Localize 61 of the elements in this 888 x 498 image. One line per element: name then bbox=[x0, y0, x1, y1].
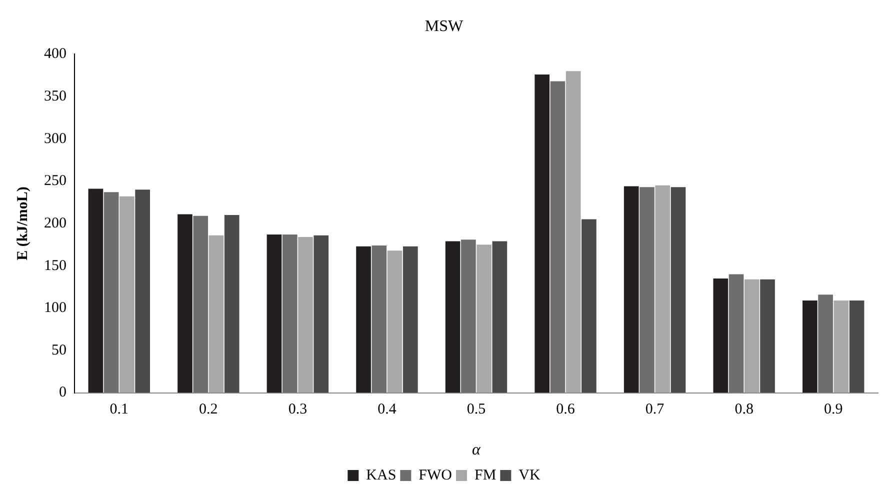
bar bbox=[818, 294, 833, 393]
x-tick-label: 0.9 bbox=[824, 402, 843, 418]
bar bbox=[492, 241, 508, 393]
bar bbox=[193, 216, 208, 393]
bar bbox=[387, 250, 402, 393]
y-tick-label: 100 bbox=[44, 300, 66, 316]
chart-title: MSW bbox=[424, 18, 464, 35]
bar bbox=[120, 196, 134, 393]
y-tick-label: 300 bbox=[44, 130, 66, 147]
bar bbox=[849, 300, 864, 393]
bar bbox=[104, 192, 119, 393]
bar bbox=[178, 214, 192, 393]
legend-label: KAS bbox=[366, 467, 396, 484]
bar bbox=[834, 300, 849, 393]
legend-label: FM bbox=[474, 467, 496, 484]
y-tick-label: 150 bbox=[44, 258, 66, 274]
bar bbox=[713, 278, 728, 393]
y-tick-label: 350 bbox=[44, 88, 66, 104]
bar bbox=[461, 240, 476, 393]
bar bbox=[208, 235, 224, 393]
x-tick-label: 0.4 bbox=[378, 402, 397, 418]
bar bbox=[88, 188, 104, 393]
x-tick-label: 0.5 bbox=[466, 402, 486, 418]
bar bbox=[476, 244, 492, 393]
bar bbox=[534, 74, 550, 393]
bar bbox=[655, 185, 670, 393]
y-tick-label: 250 bbox=[44, 173, 66, 190]
y-tick-label: 0 bbox=[59, 384, 66, 401]
legend-label: FWO bbox=[418, 467, 452, 484]
bar bbox=[728, 274, 744, 393]
bar bbox=[298, 237, 313, 393]
bar bbox=[445, 241, 460, 393]
x-tick-label: 0.7 bbox=[645, 402, 665, 418]
x-tick-label: 0.3 bbox=[288, 402, 308, 418]
bar bbox=[282, 234, 298, 393]
bar bbox=[582, 219, 596, 393]
legend-label: VK bbox=[518, 467, 541, 484]
bar bbox=[402, 246, 418, 393]
bar bbox=[135, 190, 150, 393]
x-tick-label: 0.2 bbox=[199, 402, 218, 418]
bar bbox=[314, 235, 329, 393]
bar bbox=[566, 71, 581, 393]
bar bbox=[224, 215, 240, 393]
bar bbox=[266, 234, 282, 393]
bar bbox=[624, 186, 639, 393]
bar bbox=[670, 187, 686, 393]
bar bbox=[802, 300, 818, 393]
x-tick-label: 0.8 bbox=[734, 402, 754, 418]
x-tick-label: 0.6 bbox=[556, 402, 576, 418]
y-tick-label: 200 bbox=[44, 215, 66, 232]
y-tick-label: 400 bbox=[44, 46, 66, 62]
y-tick-label: 50 bbox=[52, 342, 66, 358]
bar bbox=[356, 246, 371, 393]
bar bbox=[372, 246, 387, 393]
x-axis-title: α bbox=[472, 442, 482, 459]
bar bbox=[744, 279, 760, 393]
y-axis-title: E (kJ/moL) bbox=[14, 186, 31, 260]
bar bbox=[640, 187, 654, 393]
x-tick-label: 0.1 bbox=[110, 402, 129, 418]
bar bbox=[760, 279, 775, 393]
bar bbox=[550, 81, 566, 393]
